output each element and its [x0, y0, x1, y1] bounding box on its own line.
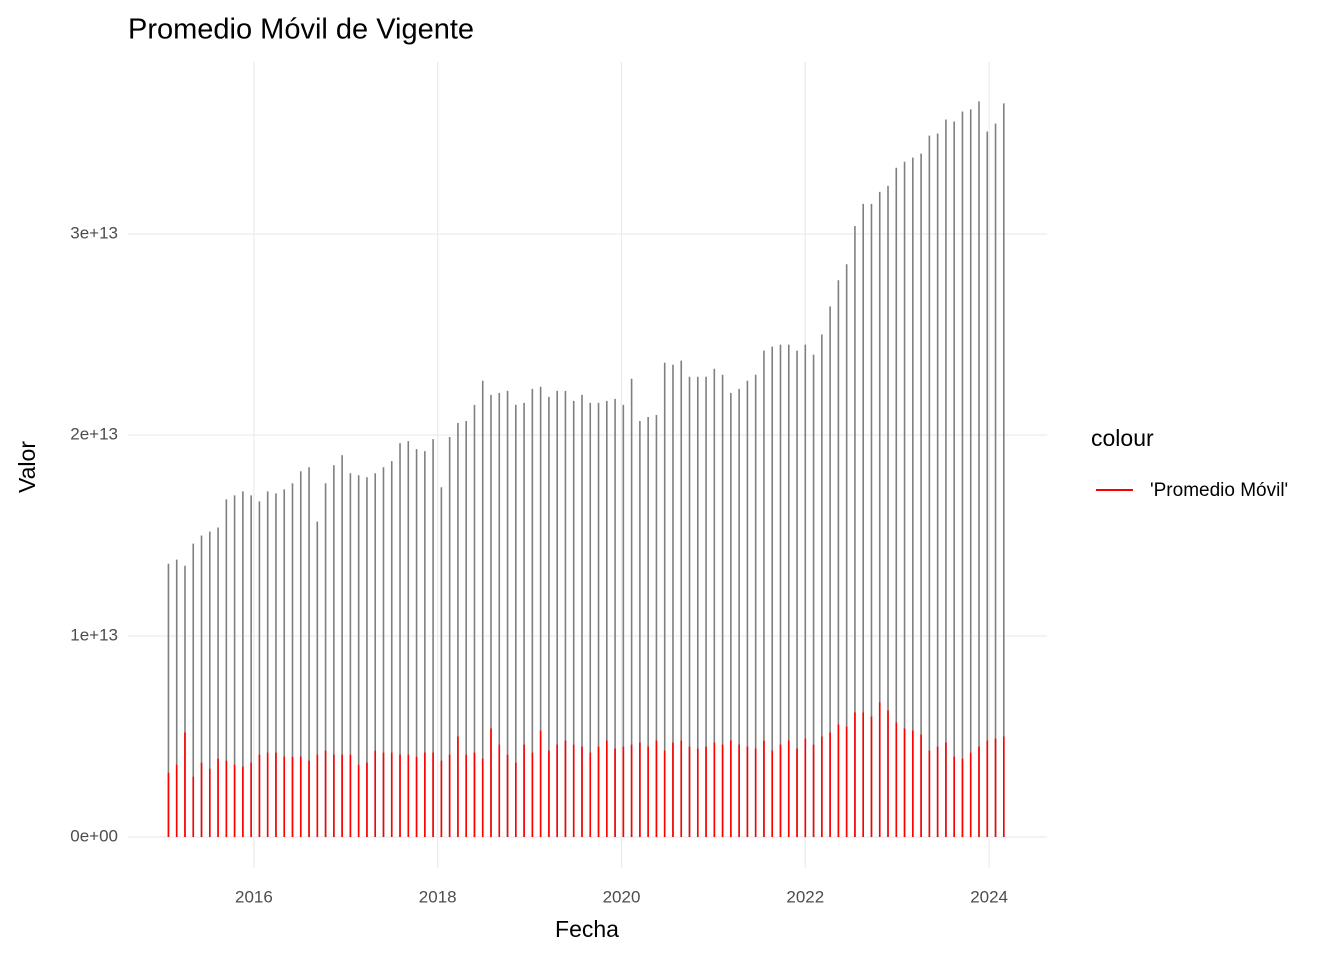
- x-axis-title: Fecha: [555, 916, 619, 942]
- y-tick-label: 1e+13: [70, 626, 118, 645]
- x-tick-label: 2024: [970, 887, 1008, 906]
- y-tick-label: 3e+13: [70, 224, 118, 243]
- x-tick-label: 2022: [786, 887, 824, 906]
- x-tick-label: 2016: [235, 887, 273, 906]
- y-axis-title: Valor: [14, 441, 40, 493]
- x-tick-label: 2020: [603, 887, 641, 906]
- x-tick-label: 2018: [419, 887, 457, 906]
- chart-title: Promedio Móvil de Vigente: [128, 14, 474, 46]
- y-tick-label: 2e+13: [70, 425, 118, 444]
- legend-label: 'Promedio Móvil': [1150, 480, 1288, 501]
- y-tick-label: 0e+00: [70, 827, 118, 846]
- legend-title: colour: [1091, 425, 1154, 451]
